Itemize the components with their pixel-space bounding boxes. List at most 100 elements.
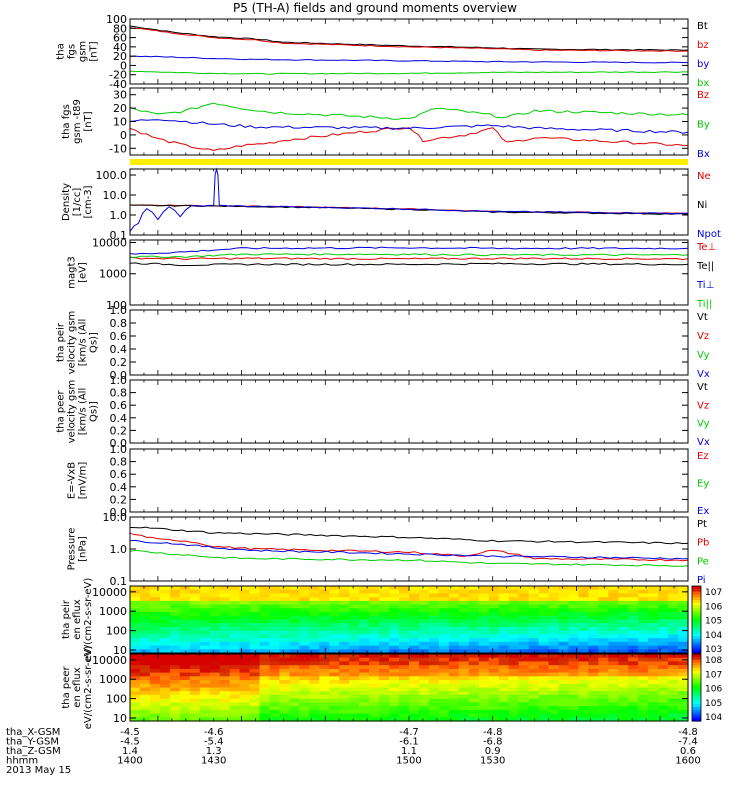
heatmap-cell xyxy=(229,586,241,591)
heatmap-cell xyxy=(608,586,619,591)
heatmap-cell xyxy=(538,597,550,602)
heatmap-cell xyxy=(618,586,629,591)
heatmap-cell xyxy=(558,694,570,700)
heatmap-cell xyxy=(488,593,500,598)
heatmap-cell xyxy=(648,615,659,621)
heatmap-cell xyxy=(448,619,460,624)
heatmap-cell xyxy=(468,626,480,632)
heatmap-cell xyxy=(498,680,510,685)
heatmap-cell xyxy=(419,702,430,707)
heatmap-cell xyxy=(169,717,181,722)
heatmap-cell xyxy=(289,680,300,685)
legend-Vt: Vt xyxy=(697,382,708,393)
heatmap-cell xyxy=(279,706,291,711)
heatmap-cell xyxy=(140,717,151,722)
heatmap-cell xyxy=(568,657,579,662)
heatmap-cell xyxy=(269,717,281,722)
heatmap-cell xyxy=(568,706,579,711)
heatmap-cell xyxy=(269,713,281,718)
heatmap-cell xyxy=(678,615,689,621)
heatmap-cell xyxy=(568,619,579,624)
heatmap-cell xyxy=(588,676,599,681)
heatmap-cell xyxy=(458,668,470,674)
heatmap-cell xyxy=(488,586,500,591)
heatmap-cell xyxy=(409,586,420,591)
legend-Vy: Vy xyxy=(697,419,710,430)
heatmap-cell xyxy=(130,612,141,617)
ephemeris-row-label: hhmm xyxy=(6,756,38,767)
heatmap-cell xyxy=(618,717,629,722)
heatmap-cell xyxy=(488,641,500,647)
heatmap-cell xyxy=(339,645,350,650)
heatmap-cell xyxy=(249,608,261,613)
heatmap-cell xyxy=(279,615,291,621)
heatmap-cell xyxy=(498,717,510,722)
heatmap-cell xyxy=(428,626,440,632)
heatmap-cell xyxy=(518,657,530,662)
heatmap-cell xyxy=(428,623,440,628)
heatmap-cell xyxy=(149,586,161,591)
heatmap-cell xyxy=(239,619,251,624)
heatmap-cell xyxy=(409,713,420,718)
heatmap-cell xyxy=(349,661,360,666)
heatmap-cell xyxy=(369,706,380,711)
heatmap-cell xyxy=(289,661,300,666)
legend-Bz: Bz xyxy=(697,90,709,101)
heatmap-cell xyxy=(598,608,609,613)
heatmap-cell xyxy=(428,683,440,689)
legend-Ni: Ni xyxy=(697,200,707,211)
heatmap-cell xyxy=(438,589,450,594)
heatmap-cell xyxy=(389,600,400,606)
heatmap-cell xyxy=(130,634,141,639)
heatmap-cell xyxy=(598,694,609,700)
heatmap-cell xyxy=(568,597,579,602)
heatmap-cell xyxy=(279,589,291,594)
colorbar-tick-label: 108 xyxy=(705,656,722,666)
heatmap-cell xyxy=(508,641,520,647)
heatmap-cell xyxy=(339,600,350,606)
heatmap-cell xyxy=(199,665,211,670)
heatmap-cell xyxy=(508,709,520,715)
heatmap-cell xyxy=(678,687,689,692)
heatmap-cell xyxy=(409,645,420,650)
heatmap-cell xyxy=(419,593,430,598)
heatmap-cell xyxy=(638,634,649,639)
heatmap-cell xyxy=(578,634,589,639)
colorbar-cell xyxy=(692,588,701,593)
heatmap-cell xyxy=(329,683,340,689)
heatmap-cell xyxy=(339,694,350,700)
heatmap-cell xyxy=(528,619,540,624)
heatmap-cell xyxy=(149,612,161,617)
heatmap-cell xyxy=(359,668,370,674)
heatmap-cell xyxy=(628,645,639,650)
heatmap-cell xyxy=(588,694,599,700)
heatmap-cell xyxy=(389,626,400,632)
heatmap-cell xyxy=(169,702,181,707)
heatmap-cell xyxy=(359,654,370,659)
heatmap-cell xyxy=(269,634,281,639)
heatmap-cell xyxy=(478,687,490,692)
heatmap-cell xyxy=(558,687,570,692)
heatmap-cell xyxy=(678,717,689,722)
heatmap-cell xyxy=(618,702,629,707)
heatmap-cell xyxy=(259,717,271,722)
heatmap-cell xyxy=(149,706,161,711)
heatmap-cell xyxy=(448,626,460,632)
heatmap-cell xyxy=(389,641,400,647)
y-tick-label: 10000 xyxy=(92,586,127,599)
heatmap-cell xyxy=(508,698,520,703)
heatmap-cell xyxy=(458,597,470,602)
heatmap-cell xyxy=(140,668,151,674)
heatmap-cell xyxy=(508,604,520,609)
heatmap-cell xyxy=(538,626,550,632)
heatmap-cell xyxy=(199,638,211,643)
legend-Te||: Te|| xyxy=(696,261,714,272)
heatmap-cell xyxy=(638,691,649,696)
heatmap-cell xyxy=(628,612,639,617)
heatmap-cell xyxy=(468,586,480,591)
heatmap-cell xyxy=(319,634,330,639)
heatmap-cell xyxy=(648,676,659,681)
heatmap-cell xyxy=(678,630,689,635)
heatmap-cell xyxy=(648,702,659,707)
